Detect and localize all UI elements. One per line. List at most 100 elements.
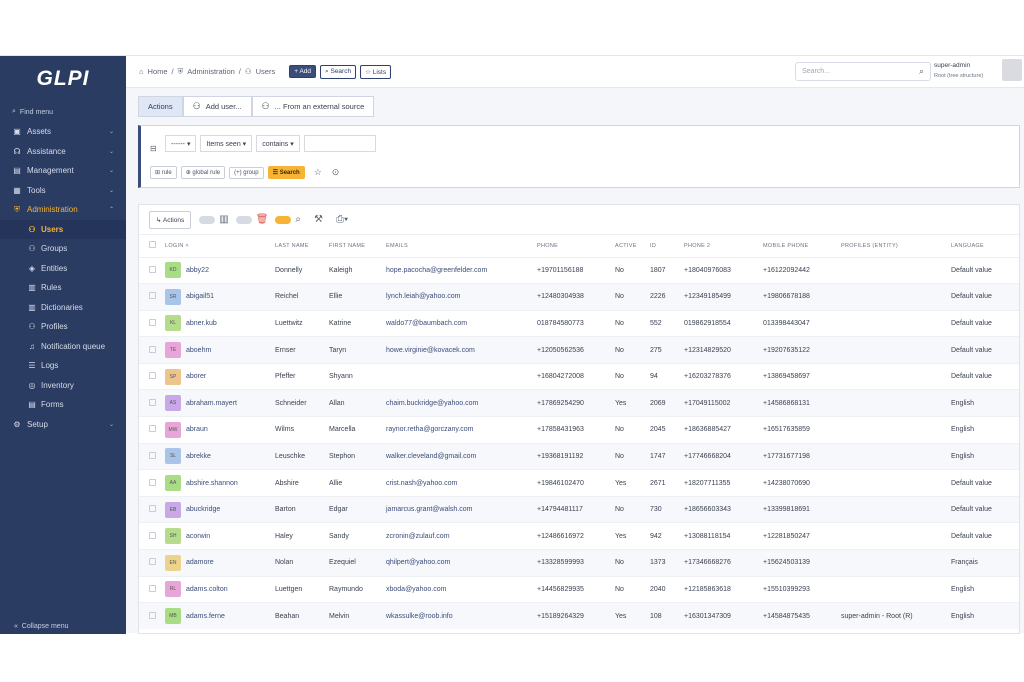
toggle-switch[interactable] — [199, 215, 216, 224]
search-toggle[interactable] — [275, 215, 292, 224]
login-link[interactable]: aborer — [186, 373, 207, 381]
columns-icon[interactable]: ▥ — [219, 214, 229, 225]
email-link[interactable]: jamarcus.grant@walsh.com — [386, 506, 473, 514]
table-row[interactable]: MW abraun Wilms Marcella raynor.retha@gorcza… — [139, 416, 1019, 444]
login-link[interactable]: abuckridge — [186, 506, 221, 514]
reset-icon[interactable]: ⊙ — [331, 167, 340, 177]
cell-login[interactable]: MW abraun — [165, 417, 275, 444]
table-row[interactable]: SH acorwin Haley Sandy zcronin@zulauf.com +12… — [139, 522, 1019, 550]
row-select-cell[interactable] — [139, 496, 165, 523]
sidebar-item-assistance[interactable]: ☊ Assistance ⌄ — [0, 142, 126, 162]
star-icon[interactable]: ☆ — [313, 167, 322, 177]
row-select-cell[interactable] — [139, 550, 165, 577]
col-last-name[interactable]: LAST NAME — [275, 242, 309, 249]
criteria-field-select[interactable]: Items seen ▾ — [200, 135, 253, 152]
sidebar-item-assets[interactable]: ▣ Assets ⌄ — [0, 122, 126, 142]
sidebar-item-logs[interactable]: ☰ Logs — [0, 356, 126, 376]
breadcrumb-users[interactable]: Users — [255, 67, 276, 76]
email-link[interactable]: waldo77@baumbach.com — [386, 319, 468, 327]
login-link[interactable]: adams.colton — [186, 585, 228, 593]
criteria-operator-select[interactable]: contains ▾ — [256, 135, 300, 152]
sidebar-item-administration[interactable]: ⛨ Administration ⌃ — [0, 200, 126, 220]
remove-criteria-icon[interactable]: ⊟ — [150, 144, 157, 153]
row-checkbox[interactable] — [149, 425, 156, 433]
row-checkbox[interactable] — [149, 318, 156, 326]
table-row[interactable]: SL abrekke Leuschke Stephon walker.cleveland… — [139, 443, 1019, 470]
cell-login[interactable]: MB adams.ferne — [165, 603, 275, 630]
row-checkbox[interactable] — [149, 265, 156, 273]
row-select-cell[interactable] — [139, 470, 165, 497]
email-link[interactable]: raynor.retha@gorczany.com — [386, 426, 474, 434]
sidebar-item-notification-queue[interactable]: ♫ Notification queue — [0, 337, 126, 357]
login-link[interactable]: abshire.shannon — [186, 479, 238, 487]
select-all-header[interactable] — [139, 235, 165, 257]
search-icon[interactable]: ⌕ — [295, 214, 301, 225]
cell-login[interactable]: AS abraham.mayert — [165, 390, 275, 417]
breadcrumb-home[interactable]: Home — [147, 67, 168, 76]
global-search-input[interactable]: Search... ⌕ — [795, 62, 931, 81]
select-all-checkbox[interactable] — [149, 241, 156, 249]
add-user-button[interactable]: ⚇ Add user... — [182, 96, 252, 117]
table-row[interactable]: KL abner.kub Luettwitz Katrine waldo77@baumb… — [139, 310, 1019, 337]
external-source-button[interactable]: ⚇ ... From an external source — [251, 96, 375, 117]
sidebar-item-setup[interactable]: ⚙ Setup ⌄ — [0, 415, 126, 435]
cell-login[interactable]: SP aborer — [165, 363, 275, 390]
export-icon[interactable]: ⎙▾ — [335, 214, 349, 225]
login-link[interactable]: acorwin — [186, 532, 211, 540]
actions-tab[interactable]: Actions — [138, 96, 183, 117]
trash-toggle[interactable] — [235, 215, 252, 224]
login-link[interactable]: abraun — [186, 426, 208, 434]
row-checkbox[interactable] — [149, 398, 156, 406]
row-checkbox[interactable] — [149, 372, 156, 380]
col-id[interactable]: ID — [650, 242, 657, 249]
sidebar-item-inventory[interactable]: ◎ Inventory — [0, 376, 126, 396]
cell-login[interactable]: SL abrekke — [165, 443, 275, 470]
email-link[interactable]: xboda@yahoo.com — [386, 585, 447, 593]
login-link[interactable]: adamore — [186, 559, 214, 567]
wrench-icon[interactable]: ⚒ — [314, 214, 323, 225]
row-checkbox[interactable] — [149, 558, 156, 566]
table-row[interactable]: AA abshire.shannon Abshire Allie crist.nash@… — [139, 469, 1019, 497]
email-link[interactable]: chaim.buckridge@yahoo.com — [386, 399, 479, 407]
col-login[interactable]: LOGIN ˄ — [165, 242, 189, 249]
col-first-name[interactable]: FIRST NAME — [329, 242, 366, 249]
cell-login[interactable]: SH acorwin — [165, 523, 275, 550]
add-rule-button[interactable]: ⊞ rule — [150, 166, 177, 179]
col-phone[interactable]: PHONE — [537, 242, 559, 249]
cell-login[interactable]: EN adamore — [165, 550, 275, 577]
table-row[interactable]: KD abby22 Donnelly Kaleigh hope.pacocha@gree… — [139, 257, 1019, 284]
row-checkbox[interactable] — [149, 478, 156, 486]
row-select-cell[interactable] — [139, 363, 165, 390]
login-link[interactable]: abner.kub — [186, 319, 217, 327]
row-select-cell[interactable] — [139, 257, 165, 284]
cell-login[interactable]: SR abigail51 — [165, 284, 275, 311]
row-checkbox[interactable] — [149, 611, 156, 619]
col-active[interactable]: ACTIVE — [615, 242, 637, 249]
breadcrumb-administration[interactable]: Administration — [187, 67, 235, 76]
sidebar-item-forms[interactable]: ▤ Forms — [0, 395, 126, 415]
criteria-link-select[interactable]: ------ ▾ — [165, 135, 197, 152]
cell-login[interactable]: RL adams.colton — [165, 576, 275, 603]
email-link[interactable]: crist.nash@yahoo.com — [386, 479, 458, 487]
row-select-cell[interactable] — [139, 523, 165, 550]
cell-login[interactable]: EB abuckridge — [165, 496, 275, 523]
sidebar-item-users[interactable]: ⚇ Users — [0, 219, 126, 239]
row-checkbox[interactable] — [149, 345, 156, 353]
search-submit-button[interactable]: ☰ Search — [267, 166, 305, 179]
trash-icon[interactable]: 🗑 — [255, 214, 269, 225]
email-link[interactable]: wkassulke@roob.info — [386, 612, 453, 620]
collapse-menu-button[interactable]: « Collapse menu — [14, 623, 69, 630]
col-phone-2[interactable]: PHONE 2 — [684, 242, 711, 249]
login-link[interactable]: abigail51 — [186, 293, 215, 301]
sidebar-item-profiles[interactable]: ⚇ Profiles — [0, 317, 126, 337]
email-link[interactable]: qhilpert@yahoo.com — [386, 559, 451, 567]
login-link[interactable]: abraham.mayert — [186, 399, 237, 407]
row-select-cell[interactable] — [139, 390, 165, 417]
row-select-cell[interactable] — [139, 576, 165, 603]
col-language[interactable]: LANGUAGE — [951, 242, 984, 249]
search-button[interactable]: ⌕ Search — [320, 64, 357, 79]
table-row[interactable]: RL adams.colton Luettgen Raymundo xboda@yaho… — [139, 576, 1019, 603]
sidebar-item-groups[interactable]: ⚇ Groups — [0, 239, 126, 259]
row-select-cell[interactable] — [139, 284, 165, 311]
massive-actions-button[interactable]: ↳ Actions — [149, 210, 192, 229]
